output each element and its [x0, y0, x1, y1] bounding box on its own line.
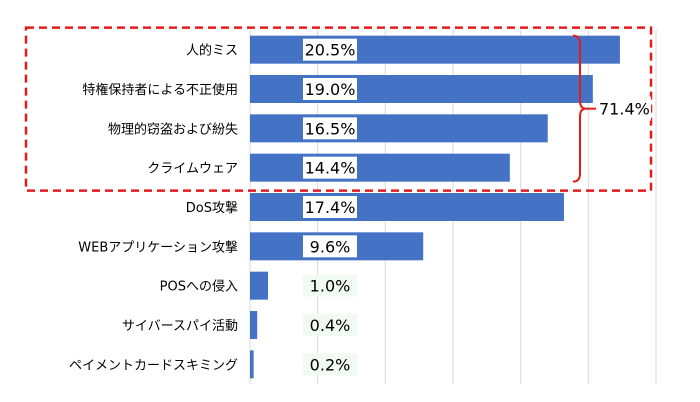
highlight-group: 71.4%	[24, 26, 653, 192]
bar	[250, 350, 254, 379]
bar	[250, 153, 510, 182]
category-label: 特権保持者による不正使用	[82, 82, 238, 98]
data-label: 19.0%	[305, 80, 356, 99]
bar	[250, 75, 593, 103]
data-label: 0.4%	[310, 316, 351, 335]
data-label-box	[303, 274, 357, 297]
data-label: 0.2%	[310, 355, 351, 374]
data-label-box	[303, 38, 357, 61]
data-label-box	[303, 314, 357, 336]
category-label: サイバースパイ活動	[122, 319, 238, 334]
data-label-box	[303, 156, 357, 179]
data-labels: 20.5% 19.0% 16.5% 14.4% 17.4% 9.6% 1.0% 0.4% 0.2…	[303, 38, 357, 376]
total-label-box	[597, 96, 651, 121]
data-label: 16.5%	[305, 119, 356, 138]
total-label: 71.4%	[599, 100, 650, 119]
data-label-box	[303, 353, 357, 376]
data-label: 1.0%	[310, 277, 351, 296]
category-label: ペイメントカードスキミング	[69, 358, 238, 373]
data-label: 20.5%	[305, 41, 356, 60]
data-label: 14.4%	[305, 159, 356, 178]
data-label: 9.6%	[310, 237, 351, 256]
data-label-box	[303, 117, 357, 140]
data-label-box	[303, 235, 357, 258]
category-label: 物理的窃盗および紛失	[108, 121, 238, 137]
bar	[250, 271, 269, 300]
category-label: WEBアプリケーション攻撃	[78, 239, 238, 255]
bar	[250, 311, 258, 339]
category-label: 人的ミス	[186, 43, 238, 59]
data-label-box	[303, 196, 357, 218]
bar	[250, 114, 548, 143]
category-label: DoS攻撃	[186, 200, 238, 216]
category-label: POSへの侵入	[160, 279, 238, 295]
data-label: 17.4%	[305, 198, 356, 217]
bar	[250, 193, 564, 221]
category-label: クライムウェア	[147, 162, 238, 177]
data-label-box	[303, 78, 357, 100]
